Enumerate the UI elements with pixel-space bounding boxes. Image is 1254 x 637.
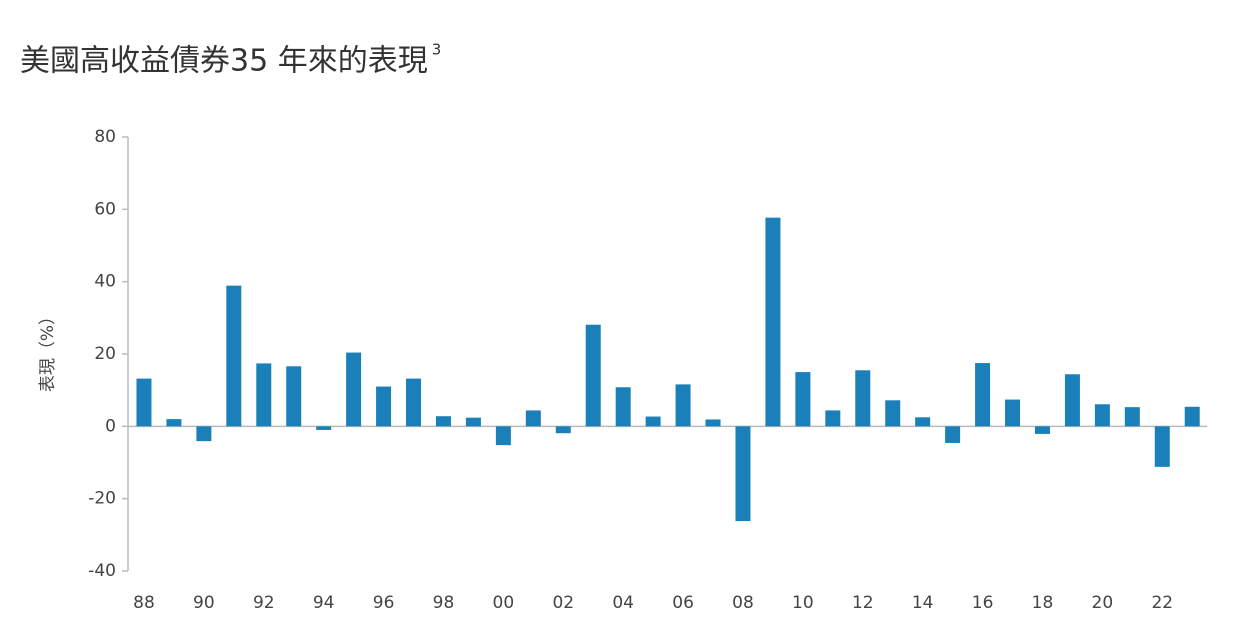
bar: [825, 410, 841, 427]
bar: [256, 363, 272, 427]
x-tick-label: 98: [433, 593, 455, 613]
bar: [975, 363, 991, 427]
bar: [1184, 406, 1200, 427]
bar: [1094, 404, 1110, 427]
bar: [585, 324, 601, 427]
bar: [735, 426, 751, 522]
x-tick-label: 90: [193, 593, 215, 613]
bar: [765, 217, 781, 427]
bar: [1124, 407, 1140, 427]
x-tick-label: 14: [912, 593, 934, 613]
bar: [885, 400, 901, 427]
bar: [915, 417, 931, 427]
bar: [196, 426, 212, 442]
bar: [346, 352, 362, 427]
bar: [226, 285, 242, 427]
chart-title: 美國高收益債券35 年來的表現: [20, 44, 428, 79]
x-tick-label: 16: [972, 593, 994, 613]
bar: [1064, 374, 1080, 427]
x-tick-label: 04: [612, 593, 634, 613]
y-tick-label: -40: [88, 561, 116, 581]
y-tick-label: 80: [94, 127, 116, 147]
x-tick-label: 12: [852, 593, 874, 613]
x-tick-label: 96: [373, 593, 395, 613]
bar: [1005, 399, 1021, 427]
y-tick-label: 0: [105, 416, 116, 436]
bar: [855, 370, 871, 427]
y-tick-label: 40: [94, 272, 116, 292]
bar: [795, 372, 811, 427]
bar: [1034, 426, 1050, 434]
y-tick-label: 60: [94, 199, 116, 219]
x-tick-label: 92: [253, 593, 275, 613]
x-tick-label: 94: [313, 593, 335, 613]
bar: [645, 416, 661, 427]
bar: [675, 384, 691, 427]
bar: [435, 416, 451, 427]
x-tick-label: 18: [1032, 593, 1054, 613]
bar: [376, 386, 392, 427]
x-tick-label: 00: [493, 593, 515, 613]
x-tick-label: 02: [552, 593, 574, 613]
x-tick-label: 08: [732, 593, 754, 613]
bar: [555, 426, 571, 434]
x-tick-label: 22: [1151, 593, 1173, 613]
x-tick-label: 20: [1092, 593, 1114, 613]
bar: [316, 426, 332, 430]
bar: [286, 366, 302, 427]
bar: [945, 426, 961, 443]
bar: [1154, 426, 1170, 467]
bar: [705, 419, 721, 427]
bar: [615, 387, 631, 427]
x-tick-label: 06: [672, 593, 694, 613]
y-tick-label: 20: [94, 344, 116, 364]
bar: [465, 417, 481, 427]
x-tick-label: 10: [792, 593, 814, 613]
bar: [136, 378, 152, 427]
bar: [495, 426, 511, 446]
bar: [166, 419, 182, 427]
y-tick-label: -20: [88, 489, 116, 509]
bar: [525, 410, 541, 427]
y-axis-label: 表現（%）: [38, 308, 58, 392]
x-tick-label: 88: [133, 593, 155, 613]
title-superscript: 3: [432, 41, 442, 59]
bar: [406, 378, 422, 427]
